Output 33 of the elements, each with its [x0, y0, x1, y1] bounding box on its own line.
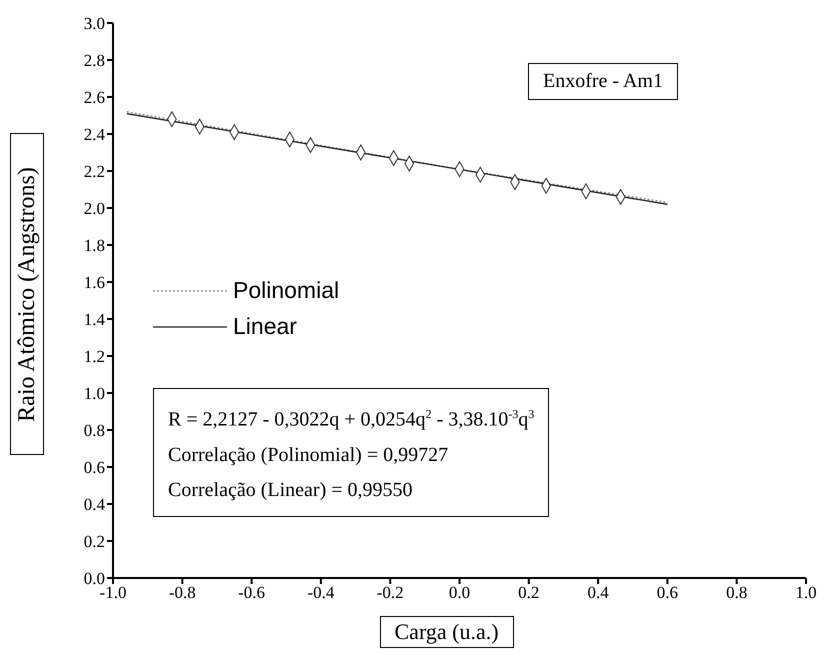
x-tick-label: 1.0 — [795, 583, 817, 602]
x-tick-label: -0.4 — [307, 583, 335, 602]
x-tick-label: 0.2 — [518, 583, 540, 602]
x-tick-label: 0.0 — [448, 583, 470, 602]
y-axis-title: Raio Atômico (Angstrons) — [14, 166, 40, 422]
x-tick-label: 0.8 — [726, 583, 748, 602]
y-tick-label: 0.4 — [84, 495, 106, 514]
y-tick-label: 1.2 — [84, 347, 105, 366]
y-tick-label: 3.0 — [84, 14, 105, 34]
annotation: R = 2,2127 - 0,3022q + 0,0254q$^{2}$ - 3,38.10$^{-3}$q$^{3}$ — [168, 407, 534, 431]
y-tick-label: 1.6 — [84, 273, 105, 292]
y-tick-label: 2.8 — [84, 51, 105, 70]
x-tick-label: 0.6 — [656, 583, 678, 602]
x-tick-label: -0.8 — [168, 583, 196, 602]
legend-label: Polinomial — [233, 277, 340, 304]
y-tick-label: 0.2 — [84, 532, 105, 552]
y-tick-label: 2.6 — [84, 88, 105, 108]
y-tick-label: 1.4 — [84, 310, 106, 330]
text: Enxofre - Am1 — [528, 63, 678, 100]
y-tick-label: 2.2 — [84, 162, 105, 182]
legend-label: Linear — [233, 313, 297, 340]
y-tick-label: 1.8 — [84, 236, 105, 256]
y-tick-label: 0.6 — [84, 458, 105, 478]
y-tick-label: 2.4 — [84, 125, 106, 144]
y-tick-label: 0.8 — [84, 421, 105, 440]
y-tick-label: 1.0 — [84, 384, 105, 404]
annotation: Correlação (Linear) = 0,99550 — [168, 478, 413, 501]
x-tick-label: -0.2 — [376, 583, 404, 602]
x-tick-label: -0.6 — [238, 583, 266, 602]
y-tick-label: 2.0 — [84, 199, 105, 218]
annotation: Correlação (Polinomial) = 0,99727 — [168, 444, 448, 466]
x-axis-title: Carga (u.a.) — [380, 616, 514, 648]
x-tick-label: 0.4 — [587, 583, 610, 602]
